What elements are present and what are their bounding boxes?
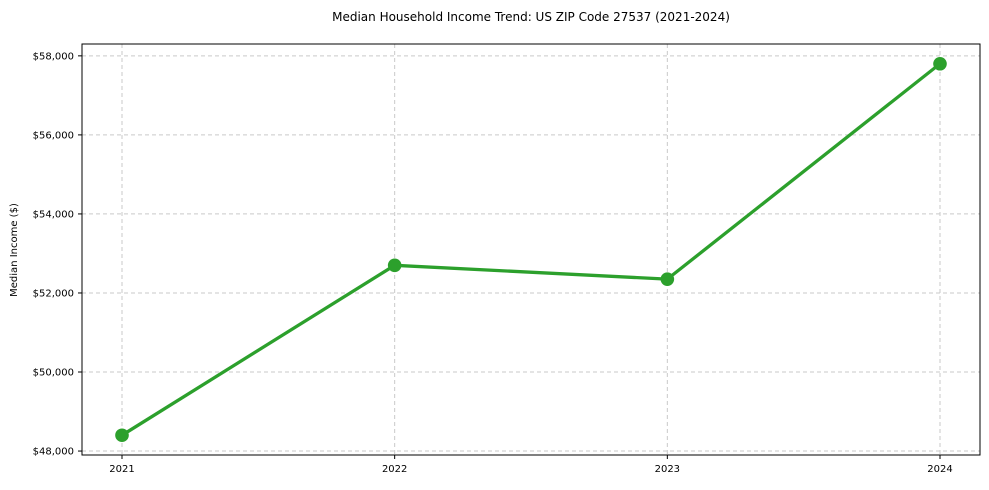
y-tick-label: $54,000	[33, 209, 74, 220]
y-tick-label: $50,000	[33, 368, 74, 379]
plot-frame	[81, 43, 981, 456]
y-tick-label: $58,000	[33, 51, 74, 62]
y-tick-label: $48,000	[33, 447, 74, 458]
data-point-2022	[387, 258, 402, 273]
axes-layer: $48,000 $50,000 $52,000 $54,000 $56,000 $58,0…	[33, 51, 953, 475]
data-point-2021	[115, 428, 129, 443]
gridlines-layer	[82, 44, 980, 455]
y-axis-title: Median Income ($)	[9, 203, 20, 297]
data-point-2023	[660, 272, 675, 286]
trend-line	[120, 62, 942, 437]
series-layer	[115, 56, 947, 443]
y-tick-label: $52,000	[33, 288, 74, 299]
x-tick-label: 2021	[109, 464, 134, 475]
x-tick-label: 2024	[927, 464, 952, 475]
data-point-2024	[933, 56, 947, 71]
y-tick-label: $56,000	[33, 130, 74, 141]
x-tick-label: 2023	[655, 464, 680, 475]
chart-title: Median Household Income Trend: US ZIP Co…	[332, 10, 730, 24]
x-tick-label: 2022	[382, 464, 407, 475]
